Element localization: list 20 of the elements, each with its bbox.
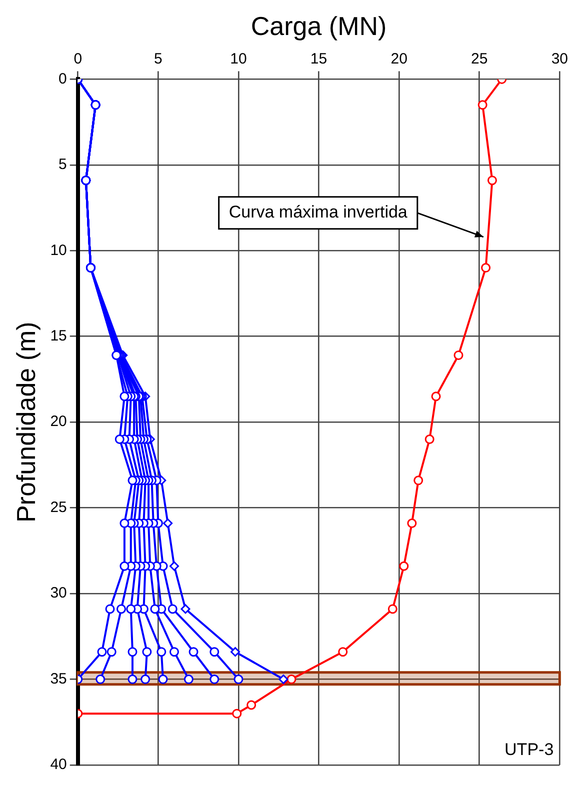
y-tick-label: 15 [50, 328, 67, 345]
x-tick-label: 5 [154, 50, 162, 68]
y-tick-label: 25 [50, 498, 67, 516]
x-tick-label: 30 [551, 50, 568, 68]
annotation: Curva máxima invertida [228, 202, 408, 222]
x-tick-label: 20 [390, 50, 408, 68]
y-tick-label: 5 [58, 156, 67, 174]
y-tick-label: 10 [50, 242, 67, 259]
y-tick-label: 0 [58, 70, 67, 88]
x-tick-label: 15 [310, 50, 328, 68]
y-tick-label: 40 [50, 756, 67, 774]
y-axis-title: Profundidade (m) [10, 322, 41, 523]
y-tick-label: 30 [50, 584, 67, 602]
x-tick-label: 10 [230, 50, 247, 68]
y-tick-label: 35 [50, 670, 67, 688]
annotation: UTP-3 [504, 740, 554, 760]
y-tick-label: 20 [50, 413, 67, 430]
x-tick-label: 25 [471, 50, 488, 68]
x-axis-title: Carga (MN) [250, 10, 387, 41]
x-tick-label: 0 [74, 50, 82, 68]
